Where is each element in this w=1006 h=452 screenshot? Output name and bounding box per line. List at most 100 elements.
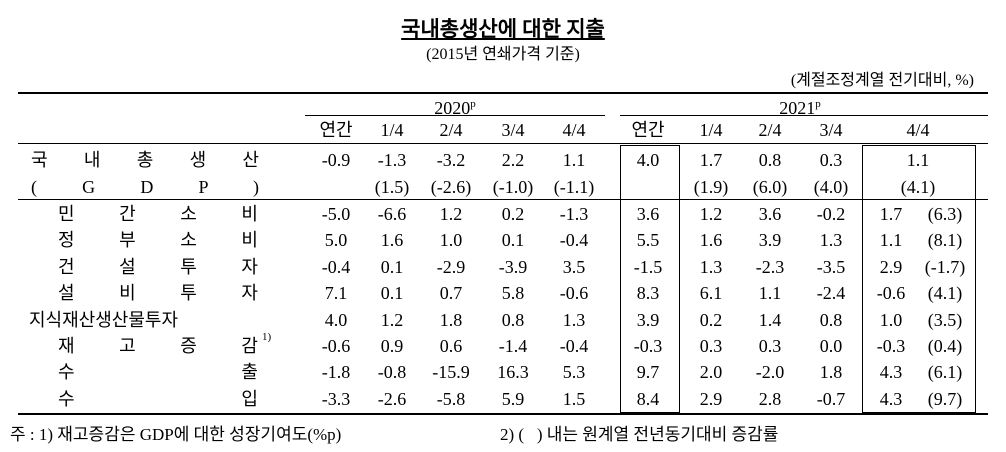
cell-yoy: (0.4) bbox=[927, 336, 963, 356]
cell: 0.3 bbox=[819, 150, 843, 170]
cell: (4.0) bbox=[813, 177, 849, 197]
row-label: 정 부 소 비 bbox=[58, 230, 258, 251]
header-rule bbox=[18, 143, 988, 144]
cell: 5.5 bbox=[636, 230, 660, 251]
highlight-box bbox=[862, 145, 976, 413]
cell: 1.4 bbox=[758, 309, 782, 330]
cell: -3.5 bbox=[816, 256, 846, 277]
cell: -0.9 bbox=[321, 150, 351, 170]
cell: 5.3 bbox=[562, 362, 586, 383]
cell: 0.3 bbox=[758, 336, 782, 356]
cell: 0.1 bbox=[380, 283, 404, 304]
cell: 1.6 bbox=[699, 230, 723, 251]
cell: 0.1 bbox=[380, 256, 404, 277]
cell: 3.9 bbox=[758, 230, 782, 251]
cell: 0.8 bbox=[819, 309, 843, 330]
cell: -0.4 bbox=[559, 230, 589, 251]
cell: 1.3 bbox=[699, 256, 723, 277]
cell: -0.7 bbox=[816, 388, 846, 409]
cell: (1.9) bbox=[693, 177, 729, 197]
unit: (계절조정계열 전기대비, %) bbox=[790, 72, 974, 89]
row-label: 설 비 투 자 bbox=[58, 283, 258, 304]
row-label: 건 설 투 자 bbox=[58, 256, 258, 277]
cell: -1.4 bbox=[498, 336, 528, 356]
cell: 2.0 bbox=[699, 362, 723, 383]
cell: -0.8 bbox=[377, 362, 407, 383]
cell: (1.5) bbox=[374, 177, 410, 197]
cell: -2.9 bbox=[436, 256, 466, 277]
cell: (4.1) bbox=[900, 177, 936, 197]
cell: 1.3 bbox=[819, 230, 843, 251]
cell: 1.2 bbox=[380, 309, 404, 330]
cell: -0.3 bbox=[633, 336, 663, 356]
cell: 1.2 bbox=[699, 204, 723, 224]
gdp-rule bbox=[18, 199, 988, 200]
cell-yoy: (6.1) bbox=[927, 362, 963, 383]
cell: (-1.1) bbox=[553, 177, 595, 197]
row-label: 재 고 증 감 bbox=[58, 336, 258, 356]
cell: 2.9 bbox=[699, 388, 723, 409]
year: 2021 bbox=[779, 98, 816, 118]
superscript: p bbox=[470, 98, 476, 110]
row-label: 지식재산생산물투자 bbox=[29, 309, 179, 330]
footnote: 2) ( ) 내는 원계열 전년동기대비 증감률 bbox=[500, 425, 779, 444]
bottom-rule bbox=[18, 413, 988, 415]
year: 2020 bbox=[434, 98, 471, 118]
cell: 3.6 bbox=[636, 204, 660, 224]
cell: 0.8 bbox=[501, 309, 525, 330]
cell: -0.6 bbox=[321, 336, 351, 356]
cell: 0.8 bbox=[758, 150, 782, 170]
cell: 0.9 bbox=[380, 336, 404, 356]
cell: -3.9 bbox=[498, 256, 528, 277]
cell-yoy: (8.1) bbox=[927, 230, 963, 251]
cell: -0.4 bbox=[321, 256, 351, 277]
year-rule bbox=[620, 115, 988, 116]
cell: 6.1 bbox=[699, 283, 723, 304]
cell: -6.6 bbox=[377, 204, 407, 224]
cell: -3.2 bbox=[436, 150, 466, 170]
row-label: ( G D P ) bbox=[31, 177, 259, 197]
column-header: 4/4 bbox=[906, 120, 930, 140]
cell: 1.3 bbox=[562, 309, 586, 330]
cell: 0.6 bbox=[439, 336, 463, 356]
cell: 4.0 bbox=[324, 309, 348, 330]
cell: 1.2 bbox=[439, 204, 463, 224]
cell: -1.5 bbox=[633, 256, 663, 277]
cell: 5.9 bbox=[501, 388, 525, 409]
cell: -1.8 bbox=[321, 362, 351, 383]
cell: 1.7 bbox=[699, 150, 723, 170]
cell: -0.4 bbox=[559, 336, 589, 356]
cell: 1.1 bbox=[906, 150, 930, 170]
cell: (6.0) bbox=[752, 177, 788, 197]
row-label: 수 출 bbox=[58, 362, 258, 383]
row-label: 국 내 총 생 산 bbox=[31, 150, 259, 170]
column-header: 2/4 bbox=[758, 120, 782, 140]
cell: 3.6 bbox=[758, 204, 782, 224]
cell: 16.3 bbox=[497, 362, 529, 383]
cell: (-2.6) bbox=[430, 177, 472, 197]
superscript: 1) bbox=[262, 331, 272, 343]
cell: 4.0 bbox=[636, 150, 660, 170]
cell-yoy: (-1.7) bbox=[924, 256, 966, 277]
column-header: 1/4 bbox=[699, 120, 723, 140]
cell: 7.1 bbox=[324, 283, 348, 304]
cell: 1.5 bbox=[562, 388, 586, 409]
cell: -2.0 bbox=[755, 362, 785, 383]
cell: -1.3 bbox=[377, 150, 407, 170]
cell: 1.7 bbox=[879, 204, 903, 224]
year-rule bbox=[305, 115, 605, 116]
cell: 0.7 bbox=[439, 283, 463, 304]
cell: 1.0 bbox=[439, 230, 463, 251]
subtitle: (2015년 연쇄가격 기준) bbox=[426, 46, 580, 63]
footnote: 주 : 1) 재고증감은 GDP에 대한 성장기여도(%p) bbox=[10, 425, 342, 444]
row-label: 수 입 bbox=[58, 388, 258, 409]
top-rule bbox=[18, 92, 988, 94]
cell: -3.3 bbox=[321, 388, 351, 409]
cell-yoy: (9.7) bbox=[927, 388, 963, 409]
year-header: 2020p bbox=[395, 93, 515, 119]
cell: 1.1 bbox=[562, 150, 586, 170]
cell: 5.8 bbox=[501, 283, 525, 304]
cell: 0.2 bbox=[699, 309, 723, 330]
cell: 5.0 bbox=[324, 230, 348, 251]
